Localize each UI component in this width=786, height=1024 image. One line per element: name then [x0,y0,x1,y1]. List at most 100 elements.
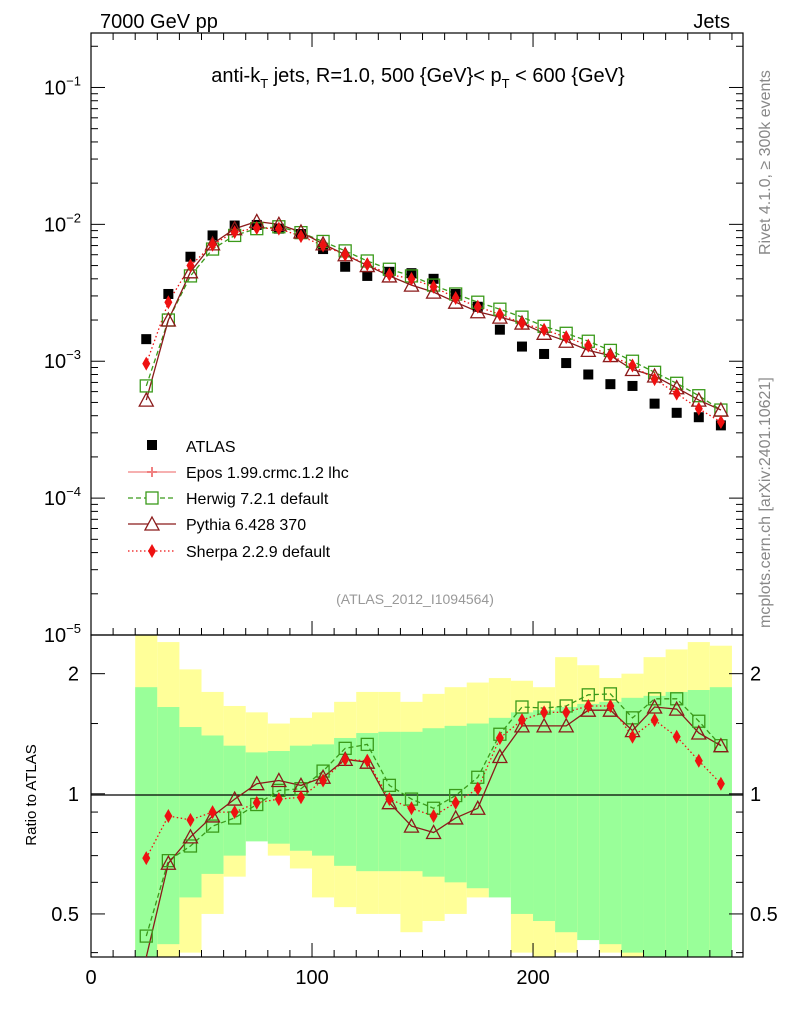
sherpa-point [473,781,482,796]
sherpa-point [252,795,261,810]
sherpa-point [230,805,239,820]
observable-category-label: Jets [693,11,730,33]
atlas-point [340,261,351,272]
atlas-point [141,334,152,345]
atlas-point [494,324,505,335]
pythia-point [182,263,199,279]
sherpa-point [716,776,725,791]
herwig-point [670,692,684,706]
legend-pythia-marker [143,515,161,531]
main-ytick-label: 10−1 [44,73,81,99]
sherpa-point [694,753,703,768]
sherpa-point [473,299,482,314]
sherpa-point [606,698,615,713]
rivet-version-label: Rivet 4.1.0, ≥ 300k events [757,70,774,255]
stat-uncertainty-band [157,707,180,945]
main-series [138,213,729,431]
herwig-line [145,226,722,411]
title-part-1: anti-k [211,65,261,87]
ratio-ytick-label: 2 [68,664,79,686]
sherpa-point [517,316,526,331]
sherpa-point [517,713,526,728]
sherpa-point [208,237,217,252]
title-part-3: < 600 {GeV} [510,65,625,87]
pythia-ratio-line [145,706,722,958]
atlas-point [605,379,616,390]
atlas-point [539,348,550,359]
atlas-point [627,380,638,391]
pythia-point [425,283,442,299]
atlas-point [649,398,660,409]
ratio-xtick-label: 0 [85,967,96,989]
stat-uncertainty-band [621,697,644,953]
pythia-point [558,332,575,348]
pythia-point [469,303,486,319]
sherpa-point [296,229,305,244]
pythia-point [138,391,155,407]
atlas-point [163,288,174,299]
pythia-point [535,717,553,733]
main-ytick-label: 10−4 [44,484,81,510]
legend-atlas-marker [147,440,157,450]
pythia-point [381,267,398,283]
legend-pythia-label: Pythia 6.428 370 [186,517,306,534]
ratio-ytick-label-right: 2 [750,664,761,686]
sherpa-point [208,805,217,820]
atlas-point [561,358,572,369]
sherpa-point [252,221,261,236]
atlas-point [693,412,704,423]
axes: 10−1 10−2 10−3 10−4 10−5 0 100 200 0.5 0.5 1 1 2 2 [44,33,778,989]
stat-uncertainty-band [687,690,710,957]
ratio-ytick-label: 1 [68,784,79,806]
sherpa-point [274,792,283,807]
sherpa-point [186,812,195,827]
sherpa-point [451,290,460,305]
pythia-point [381,794,398,810]
ratio-ylabel: Ratio to ATLAS [23,744,40,845]
sherpa-point [142,356,151,371]
herwig-point [360,737,374,752]
pythia-point [160,311,177,327]
sherpa-point [650,713,659,728]
stat-uncertainty-band [466,723,489,889]
sherpa-point [274,221,283,236]
stat-uncertainty-band [223,745,246,856]
pythia-point [447,293,464,309]
stat-uncertainty-band [334,737,357,866]
stat-uncertainty-band [510,712,534,914]
sherpa-point [407,271,416,286]
sherpa-point [407,801,416,816]
pythia-point [712,737,729,753]
pythia-point [160,854,177,870]
ratio-ytick-label-right: 0.5 [750,904,778,926]
pythia-point [359,753,376,769]
stat-uncertainty-band [709,687,732,957]
pythia-point [668,700,685,716]
sherpa-point [628,358,637,373]
legend-sherpa-marker [148,544,156,558]
stat-uncertainty-band [356,733,379,872]
pythia-point [646,698,663,714]
stat-uncertainty-band [599,701,622,945]
sherpa-point [186,258,195,273]
title-part-2: jets, R=1.0, 500 {GeV}< p [268,65,502,87]
stat-uncertainty-band [555,707,578,933]
stat-uncertainty-band [201,735,224,874]
legend-atlas-label: ATLAS [186,439,236,456]
source-label: mcplots.cern.ch [arXiv:2401.10621] [757,377,774,628]
pythia-point [558,717,575,733]
sherpa-point [164,295,173,310]
stat-uncertainty-band [533,710,556,922]
sherpa-point [429,808,438,823]
ratio-ytick-label-right: 1 [750,784,761,806]
sherpa-point [584,338,593,353]
legend-sherpa-label: Sherpa 2.2.9 default [186,544,331,561]
sherpa-point [341,247,350,262]
atlas-point [583,369,594,380]
herwig-point [647,692,662,706]
sherpa-point [716,414,725,429]
pythia-point [602,701,619,717]
sherpa-point [341,752,350,767]
sherpa-point [363,257,372,272]
